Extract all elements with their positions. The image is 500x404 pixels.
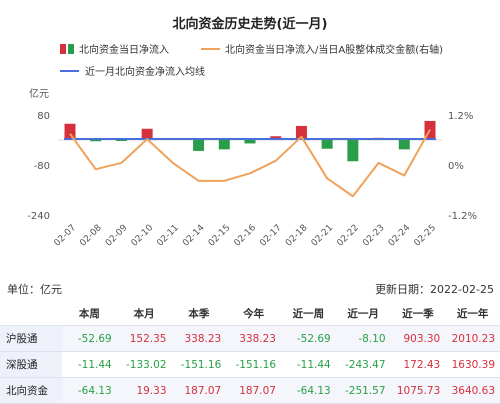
- northbound-chart: 北向资金历史走势(近一月) 北向资金当日净流入 北向资金当日净流入/当日A股整体…: [27, 16, 477, 249]
- table-cell: 1630.39: [445, 351, 500, 378]
- left-tick-label: -80: [34, 161, 50, 172]
- table-header: 本周: [62, 301, 117, 326]
- table-cell: -64.13: [62, 377, 117, 404]
- left-tick-label: 80: [37, 111, 50, 122]
- table-cell: -52.69: [281, 325, 336, 352]
- table-header: 近一月: [335, 301, 391, 326]
- table-cell: 1075.73: [390, 377, 446, 404]
- table-cell: -52.69: [62, 325, 117, 352]
- table-cell: 903.30: [390, 325, 446, 352]
- inflow-bar: [141, 128, 153, 140]
- right-tick-label: 0%: [448, 161, 464, 172]
- x-tick-label: 02-18: [284, 223, 310, 249]
- x-tick-label: 02-11: [155, 223, 181, 249]
- x-tick-label: 02-14: [181, 223, 207, 249]
- table-cell: -151.16: [226, 351, 281, 378]
- left-axis-ticks: 80 -80 -240: [27, 111, 50, 222]
- inflow-bar: [115, 140, 127, 141]
- ratio-line-path: [69, 129, 431, 198]
- legend-swatch-inflow-negative: [68, 44, 74, 54]
- table-cell: -8.10: [335, 325, 391, 352]
- table-cell: 338.23: [226, 325, 281, 352]
- table-row: 沪股通 -52.69 152.35 338.23 338.23 -52.69 -…: [0, 325, 500, 352]
- table-cell: 152.35: [116, 325, 172, 352]
- inflow-bar: [321, 140, 333, 149]
- table-cell: 338.23: [171, 325, 227, 352]
- legend-ratio: 北向资金当日净流入/当日A股整体成交金额(右轴): [225, 43, 443, 56]
- table-cell: -133.02: [116, 351, 172, 378]
- flow-summary-table: 本周 本月 本季 今年 近一周 近一月 近一季 近一年 沪股通 -52.69 1…: [0, 301, 500, 404]
- ratio-line: [69, 129, 431, 198]
- x-tick-label: 02-09: [104, 223, 130, 249]
- inflow-bar: [295, 125, 307, 140]
- table-header: 近一季: [390, 301, 446, 326]
- x-tick-label: 02-07: [53, 223, 79, 249]
- table-header: 近一周: [281, 301, 336, 326]
- table-cell: -243.47: [335, 351, 391, 378]
- table-cell: 3640.63: [445, 377, 500, 404]
- bar-series: [64, 120, 436, 162]
- right-axis-ticks: 1.2% 0% -1.2%: [448, 111, 477, 222]
- x-tick-label: 02-15: [207, 223, 233, 249]
- x-tick-label: 02-25: [413, 223, 439, 249]
- chart-legend: 北向资金当日净流入 北向资金当日净流入/当日A股整体成交金额(右轴) 近一月北向…: [60, 43, 443, 78]
- inflow-bar: [193, 140, 205, 151]
- legend-swatch-inflow-positive: [60, 44, 66, 54]
- x-axis-ticks: 02-07 02-08 02-09 02-10 02-11 02-14 02-15 02-16…: [53, 223, 439, 249]
- x-tick-label: 02-24: [387, 223, 413, 249]
- x-tick-label: 02-08: [78, 223, 104, 249]
- table-cell: 2010.23: [445, 325, 500, 352]
- x-tick-label: 02-23: [361, 223, 387, 249]
- row-label: 北向资金: [0, 377, 62, 404]
- table-row: 深股通 -11.44 -133.02 -151.16 -151.16 -11.4…: [0, 351, 500, 378]
- legend-daily-inflow: 北向资金当日净流入: [79, 43, 169, 56]
- inflow-bar: [90, 140, 102, 142]
- table-cell: 172.43: [390, 351, 446, 378]
- x-tick-label: 02-16: [233, 223, 259, 249]
- table-cell: -64.13: [281, 377, 336, 404]
- inflow-bar: [347, 140, 359, 162]
- table-cell: -151.16: [171, 351, 227, 378]
- row-label: 沪股通: [0, 325, 62, 352]
- legend-average: 近一月北向资金净流入均线: [85, 65, 205, 78]
- table-cell: -11.44: [62, 351, 117, 378]
- right-tick-label: -1.2%: [448, 211, 477, 222]
- inflow-bar: [218, 140, 230, 150]
- left-axis-unit: 亿元: [29, 87, 49, 100]
- table-header: 本月: [116, 301, 172, 326]
- inflow-bar: [398, 140, 410, 150]
- table-header: 今年: [226, 301, 281, 326]
- table-cell: 187.07: [226, 377, 281, 404]
- table-cell: -11.44: [281, 351, 336, 378]
- table-header: 近一年: [445, 301, 500, 326]
- x-tick-label: 02-22: [335, 223, 361, 249]
- row-label: 深股通: [0, 351, 62, 378]
- right-tick-label: 1.2%: [448, 111, 473, 122]
- table-cell: -251.57: [335, 377, 391, 404]
- x-tick-label: 02-21: [310, 223, 336, 249]
- left-tick-label: -240: [27, 211, 50, 222]
- x-tick-label: 02-10: [130, 223, 156, 249]
- chart-title: 北向资金历史走势(近一月): [173, 16, 328, 32]
- unit-label: 单位：亿元: [7, 283, 62, 296]
- update-date: 更新日期：2022-02-25: [375, 283, 494, 296]
- table-header: [0, 301, 62, 326]
- inflow-bar: [64, 123, 76, 140]
- table-header: 本季: [171, 301, 227, 326]
- x-tick-label: 02-17: [258, 223, 284, 249]
- table-cell: 19.33: [116, 377, 172, 404]
- table-header-row: 本周 本月 本季 今年 近一周 近一月 近一季 近一年: [0, 301, 500, 326]
- table-row: 北向资金 -64.13 19.33 187.07 187.07 -64.13 -…: [0, 377, 500, 404]
- inflow-bar: [244, 140, 256, 144]
- table-cell: 187.07: [171, 377, 227, 404]
